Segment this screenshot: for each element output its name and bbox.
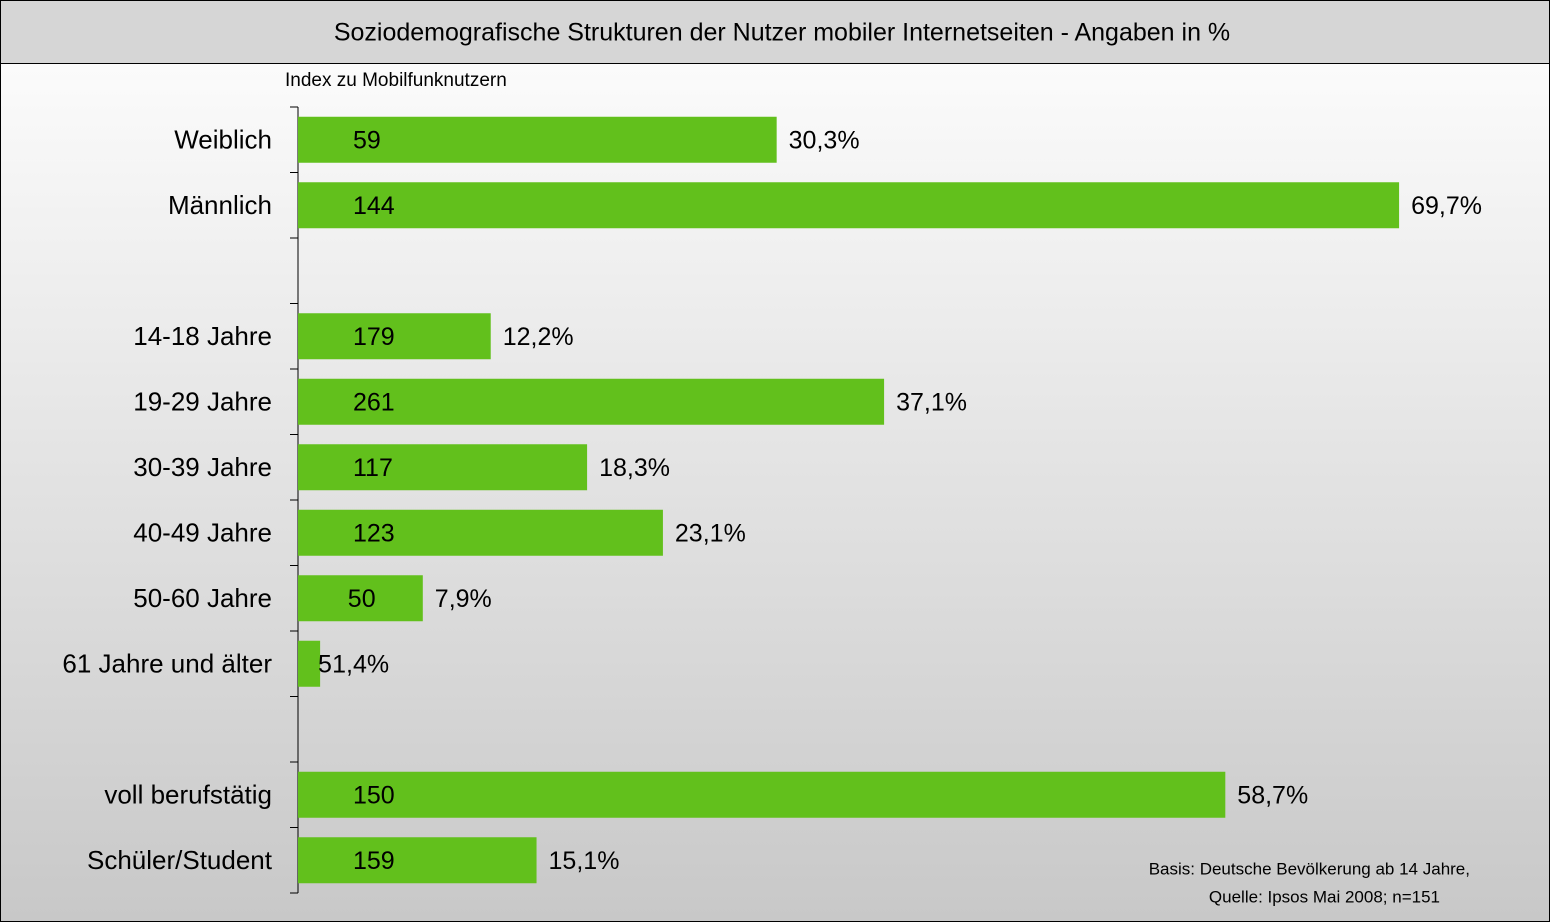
bar: [298, 313, 491, 360]
y-tick-label: Weiblich: [174, 125, 272, 155]
y-tick-label: 40-49 Jahre: [133, 518, 272, 548]
title-bar: [0, 0, 1550, 64]
value-label: 58,7%: [1237, 781, 1308, 809]
value-label: 30,3%: [789, 126, 860, 154]
bar: [298, 182, 1400, 229]
y-tick-label: voll berufstätig: [104, 780, 272, 810]
note: Quelle: Ipsos Mai 2008; n=151: [1209, 887, 1440, 906]
index-value: 179: [353, 323, 395, 351]
bar: [298, 378, 885, 425]
index-value: 5: [318, 650, 332, 678]
index-value: 150: [353, 781, 395, 809]
index-value: 261: [353, 388, 395, 416]
index-value: 144: [353, 192, 395, 220]
bar: [298, 837, 537, 884]
bar: [298, 116, 777, 163]
bar: [298, 444, 588, 491]
index-label: Index zu Mobilfunknutzern: [285, 70, 507, 91]
value-label: 15,1%: [549, 847, 620, 875]
bar: [298, 509, 663, 556]
index-value: 59: [353, 126, 381, 154]
value-label: 7,9%: [435, 585, 492, 613]
index-value: 117: [353, 454, 393, 482]
value-label: 23,1%: [675, 519, 746, 547]
value-label: 37,1%: [896, 388, 967, 416]
y-tick-label: 14-18 Jahre: [133, 321, 272, 351]
bar: [298, 575, 423, 622]
note: Basis: Deutsche Bevölkerung ab 14 Jahre,: [1149, 859, 1470, 878]
bar: [298, 771, 1226, 818]
y-tick-label: Männlich: [168, 190, 272, 220]
y-tick-label: Schüler/Student: [87, 845, 273, 875]
value-label: 1,4%: [332, 650, 389, 678]
index-value: 50: [348, 585, 376, 613]
y-tick-label: 50-60 Jahre: [133, 583, 272, 613]
y-tick-label: 61 Jahre und älter: [62, 649, 272, 679]
value-label: 12,2%: [503, 323, 574, 351]
chart-title: Soziodemografische Strukturen der Nutzer…: [334, 19, 1230, 47]
y-tick-label: 30-39 Jahre: [133, 452, 272, 482]
y-tick-label: 19-29 Jahre: [133, 387, 272, 417]
bar: [298, 640, 321, 687]
value-label: 18,3%: [599, 454, 670, 482]
value-label: 69,7%: [1411, 192, 1482, 220]
index-value: 123: [353, 519, 395, 547]
index-value: 159: [353, 847, 395, 875]
